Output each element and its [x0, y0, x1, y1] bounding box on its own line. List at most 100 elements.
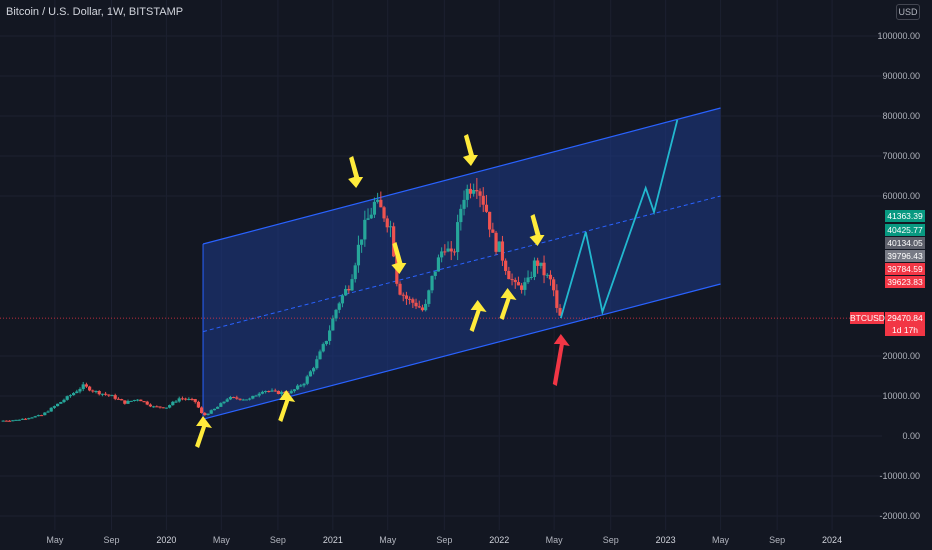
price-tick-label: -20000.00: [879, 511, 920, 521]
candle-up: [459, 208, 463, 223]
candle-up: [177, 398, 181, 402]
candle-down: [552, 279, 556, 291]
candle-up: [388, 226, 393, 228]
time-tick-label: Sep: [436, 535, 453, 545]
candle-up: [254, 395, 258, 397]
price-scale-marker: 39784.59: [885, 263, 925, 275]
yellow-arrow-marker: [391, 242, 407, 274]
candle-up: [20, 418, 25, 420]
candle-up: [305, 376, 309, 384]
candle-up: [168, 405, 172, 408]
candle-down: [184, 398, 188, 400]
candle-up: [376, 199, 380, 202]
yellow-arrow-marker: [499, 288, 517, 320]
candle-down: [235, 397, 239, 399]
candle-up: [280, 391, 284, 395]
candle-down: [40, 415, 44, 417]
candle-down: [142, 401, 146, 403]
price-tick-label: 90000.00: [882, 71, 920, 81]
projection-path: [559, 119, 679, 319]
candle-down: [200, 407, 204, 414]
candle-down: [411, 299, 415, 303]
candle-up: [321, 344, 325, 352]
candle-up: [17, 419, 21, 421]
candle-down: [510, 279, 514, 281]
price-scale-marker: 40134.05: [885, 237, 925, 249]
candle-up: [334, 309, 338, 319]
candle-down: [24, 418, 28, 420]
candle-up: [308, 371, 313, 377]
price-tick-label: 0.00: [902, 431, 920, 441]
candle-up: [212, 408, 217, 411]
candle-up: [62, 399, 66, 402]
time-tick-label: 2024: [822, 535, 843, 545]
yellow-arrow-marker: [529, 214, 545, 246]
candle-down: [84, 384, 89, 387]
candle-up: [264, 390, 268, 392]
candle-up: [222, 401, 226, 404]
candle-down: [238, 398, 242, 400]
price-scale-marker: 41363.39: [885, 210, 925, 222]
candle-up: [251, 395, 255, 399]
candle-up: [462, 199, 466, 209]
candle-down: [488, 211, 492, 230]
candle-down: [481, 195, 485, 205]
candle-up: [523, 282, 527, 290]
candle-up: [129, 400, 133, 402]
time-tick-label: Sep: [103, 535, 120, 545]
candle-up: [324, 340, 329, 345]
channel-upper-line: [202, 107, 721, 245]
candle-down: [8, 420, 12, 422]
price-tick-label: 10000.00: [882, 391, 920, 401]
candle-down: [273, 390, 277, 392]
candle-down: [484, 204, 489, 212]
candle-down: [468, 188, 473, 194]
candle-down: [107, 394, 111, 396]
candle-down: [516, 282, 521, 286]
yellow-arrow-marker: [278, 390, 296, 422]
candle-down: [452, 251, 457, 253]
price-scale-marker: 40425.77: [885, 224, 925, 236]
candle-down: [145, 401, 149, 405]
candle-up: [43, 412, 47, 416]
candle-up: [81, 384, 85, 390]
bar-countdown: 1d 17h: [885, 324, 925, 337]
candle-down: [420, 307, 425, 311]
candle-down: [196, 401, 201, 408]
candle-down: [500, 241, 505, 261]
candle-up: [132, 399, 137, 401]
candle-up: [65, 396, 69, 400]
candle-up: [219, 403, 223, 407]
candle-up: [328, 330, 332, 341]
candle-up: [241, 399, 245, 401]
candle-up: [11, 420, 15, 422]
candle-up: [164, 407, 169, 409]
candle-up: [33, 416, 37, 418]
time-tick-label: May: [379, 535, 397, 545]
yellow-arrow-marker: [469, 300, 487, 332]
candle-down: [155, 406, 159, 408]
candle-down: [417, 306, 421, 308]
candle-up: [427, 290, 431, 304]
candle-down: [113, 395, 117, 399]
candle-up: [52, 406, 57, 408]
candle-down: [555, 290, 559, 308]
candle-down: [180, 398, 185, 400]
candle-up: [270, 390, 274, 392]
candle-up: [206, 413, 210, 416]
yellow-arrow-marker: [462, 134, 478, 166]
candle-up: [136, 399, 140, 401]
candle-up: [340, 295, 345, 304]
time-tick-label: May: [545, 535, 563, 545]
candle-up: [539, 262, 543, 266]
last-price-label: 29470.84: [885, 312, 925, 325]
candle-down: [449, 248, 453, 252]
candle-up: [350, 279, 354, 291]
candle-up: [315, 359, 319, 369]
candle-up: [228, 397, 233, 400]
candle-up: [318, 351, 322, 360]
currency-button[interactable]: USD: [896, 4, 920, 20]
candle-up: [260, 391, 265, 394]
candle-up: [75, 391, 79, 394]
